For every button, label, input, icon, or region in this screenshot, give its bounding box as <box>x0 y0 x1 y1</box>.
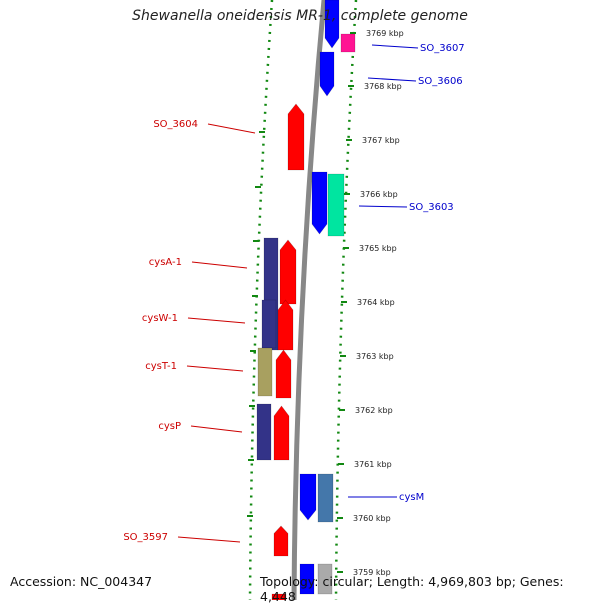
gene-label-SO_3603: SO_3603 <box>409 202 454 213</box>
gene-label-cysP: cysP <box>158 421 181 432</box>
gene-label-cysA-1: cysA-1 <box>149 257 182 268</box>
gene-block <box>324 0 340 49</box>
label-leader-line <box>187 317 246 324</box>
label-leader-line <box>186 365 244 372</box>
genome-backbone <box>291 0 327 600</box>
gene-block <box>273 525 289 557</box>
gene-block <box>277 299 294 351</box>
gene-block <box>256 403 272 461</box>
gene-block <box>319 51 335 97</box>
scale-tick-label: 3765 kbp <box>359 244 397 253</box>
scale-tick-label: 3759 kbp <box>353 568 391 577</box>
scale-tick-label: 3768 kbp <box>364 82 402 91</box>
gene-block <box>299 563 315 595</box>
scale-tick-label: 3767 kbp <box>362 136 400 145</box>
gene-label-SO_3597: SO_3597 <box>123 532 168 543</box>
gene-block <box>261 299 277 349</box>
scale-tick-labels: 3769 kbp 3768 kbp 3767 kbp 3766 kbp 3765 kbp… <box>353 29 404 577</box>
scale-tick-label: 3760 kbp <box>353 514 391 523</box>
gene-block <box>279 239 297 305</box>
gene-label-cysT-1: cysT-1 <box>145 361 177 372</box>
gene-label-cysM: cysM <box>399 492 424 503</box>
gene-label-SO_3607: SO_3607 <box>420 43 465 54</box>
gene-labels: SO_3604 cysA-1 cysW-1 cysT-1 cysP SO_3597 SO_3… <box>123 43 464 543</box>
scale-tick-label: 3764 kbp <box>357 298 395 307</box>
gene-block <box>311 171 328 235</box>
label-leader-line <box>190 425 243 433</box>
gene-label-SO_3606: SO_3606 <box>418 76 463 87</box>
accession-text: Accession: NC_004347 <box>10 574 153 589</box>
gene-block <box>275 349 292 399</box>
gene-block <box>271 593 287 600</box>
label-leader-line <box>367 77 417 82</box>
scale-tick-label: 3769 kbp <box>366 29 404 38</box>
gene-block <box>317 563 333 595</box>
gene-block <box>287 103 305 171</box>
gene-block <box>327 173 345 237</box>
gene-block <box>273 405 290 461</box>
label-leader-line <box>177 536 241 543</box>
label-leader-line <box>371 44 419 49</box>
label-leader-line <box>207 123 256 134</box>
gene-label-cysW-1: cysW-1 <box>142 313 178 324</box>
gene-block <box>340 33 356 53</box>
gene-label-SO_3604: SO_3604 <box>153 119 198 130</box>
scale-tick-label: 3762 kbp <box>355 406 393 415</box>
gene-block <box>257 347 273 397</box>
scale-tick-label: 3766 kbp <box>360 190 398 199</box>
gene-block <box>317 473 334 523</box>
scale-tick-label: 3761 kbp <box>354 460 392 469</box>
scale-tick-label: 3763 kbp <box>356 352 394 361</box>
scale-ticks <box>247 32 356 573</box>
label-leader-line <box>191 261 248 269</box>
map-title: Shewanella oneidensis MR-1, complete gen… <box>132 8 468 24</box>
label-leader-lines <box>177 44 419 543</box>
label-leader-line <box>358 205 408 208</box>
outer-dotted-ring-right <box>334 0 358 600</box>
gene-block <box>299 473 317 521</box>
gene-features <box>256 0 356 600</box>
